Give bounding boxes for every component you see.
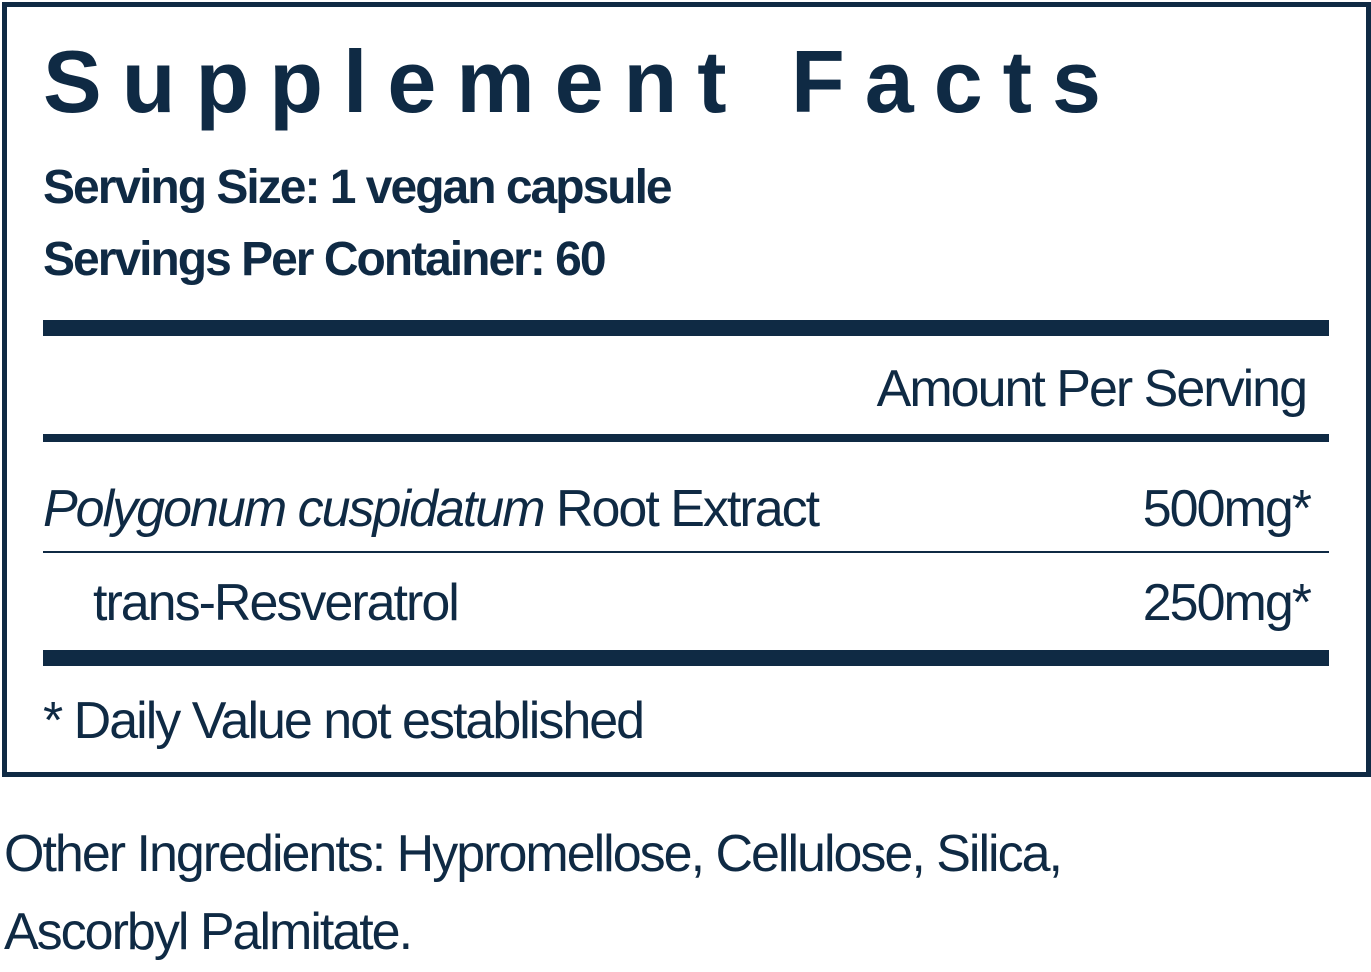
ingredient-amount: 500mg* <box>1142 480 1312 538</box>
servings-per-container: Servings Per Container: 60 <box>43 233 607 286</box>
ingredient-name: Polygonum cuspidatum Root Extract <box>43 477 820 541</box>
amount-per-serving-header: Amount Per Serving <box>876 360 1308 418</box>
other-ingredients: Other Ingredients: Hypromellose, Cellulo… <box>4 825 1063 961</box>
divider-thick-bottom <box>43 650 1329 666</box>
sub-ingredient-name: trans-Resveratrol <box>93 574 460 632</box>
divider-thick-top <box>43 320 1329 336</box>
sub-ingredient-amount: 250mg* <box>1142 574 1312 632</box>
supplement-facts-title: Supplement Facts <box>43 32 1121 131</box>
ingredient-latin-name: Polygonum cuspidatum <box>43 480 546 538</box>
divider-thin <box>43 551 1329 553</box>
daily-value-footnote: * Daily Value not established <box>43 692 645 750</box>
supplement-facts-panel: Supplement Facts Serving Size: 1 vegan c… <box>2 2 1371 777</box>
serving-size: Serving Size: 1 vegan capsule <box>43 161 673 214</box>
divider-medium <box>43 434 1329 442</box>
ingredient-name-rest: Root Extract <box>543 480 820 538</box>
